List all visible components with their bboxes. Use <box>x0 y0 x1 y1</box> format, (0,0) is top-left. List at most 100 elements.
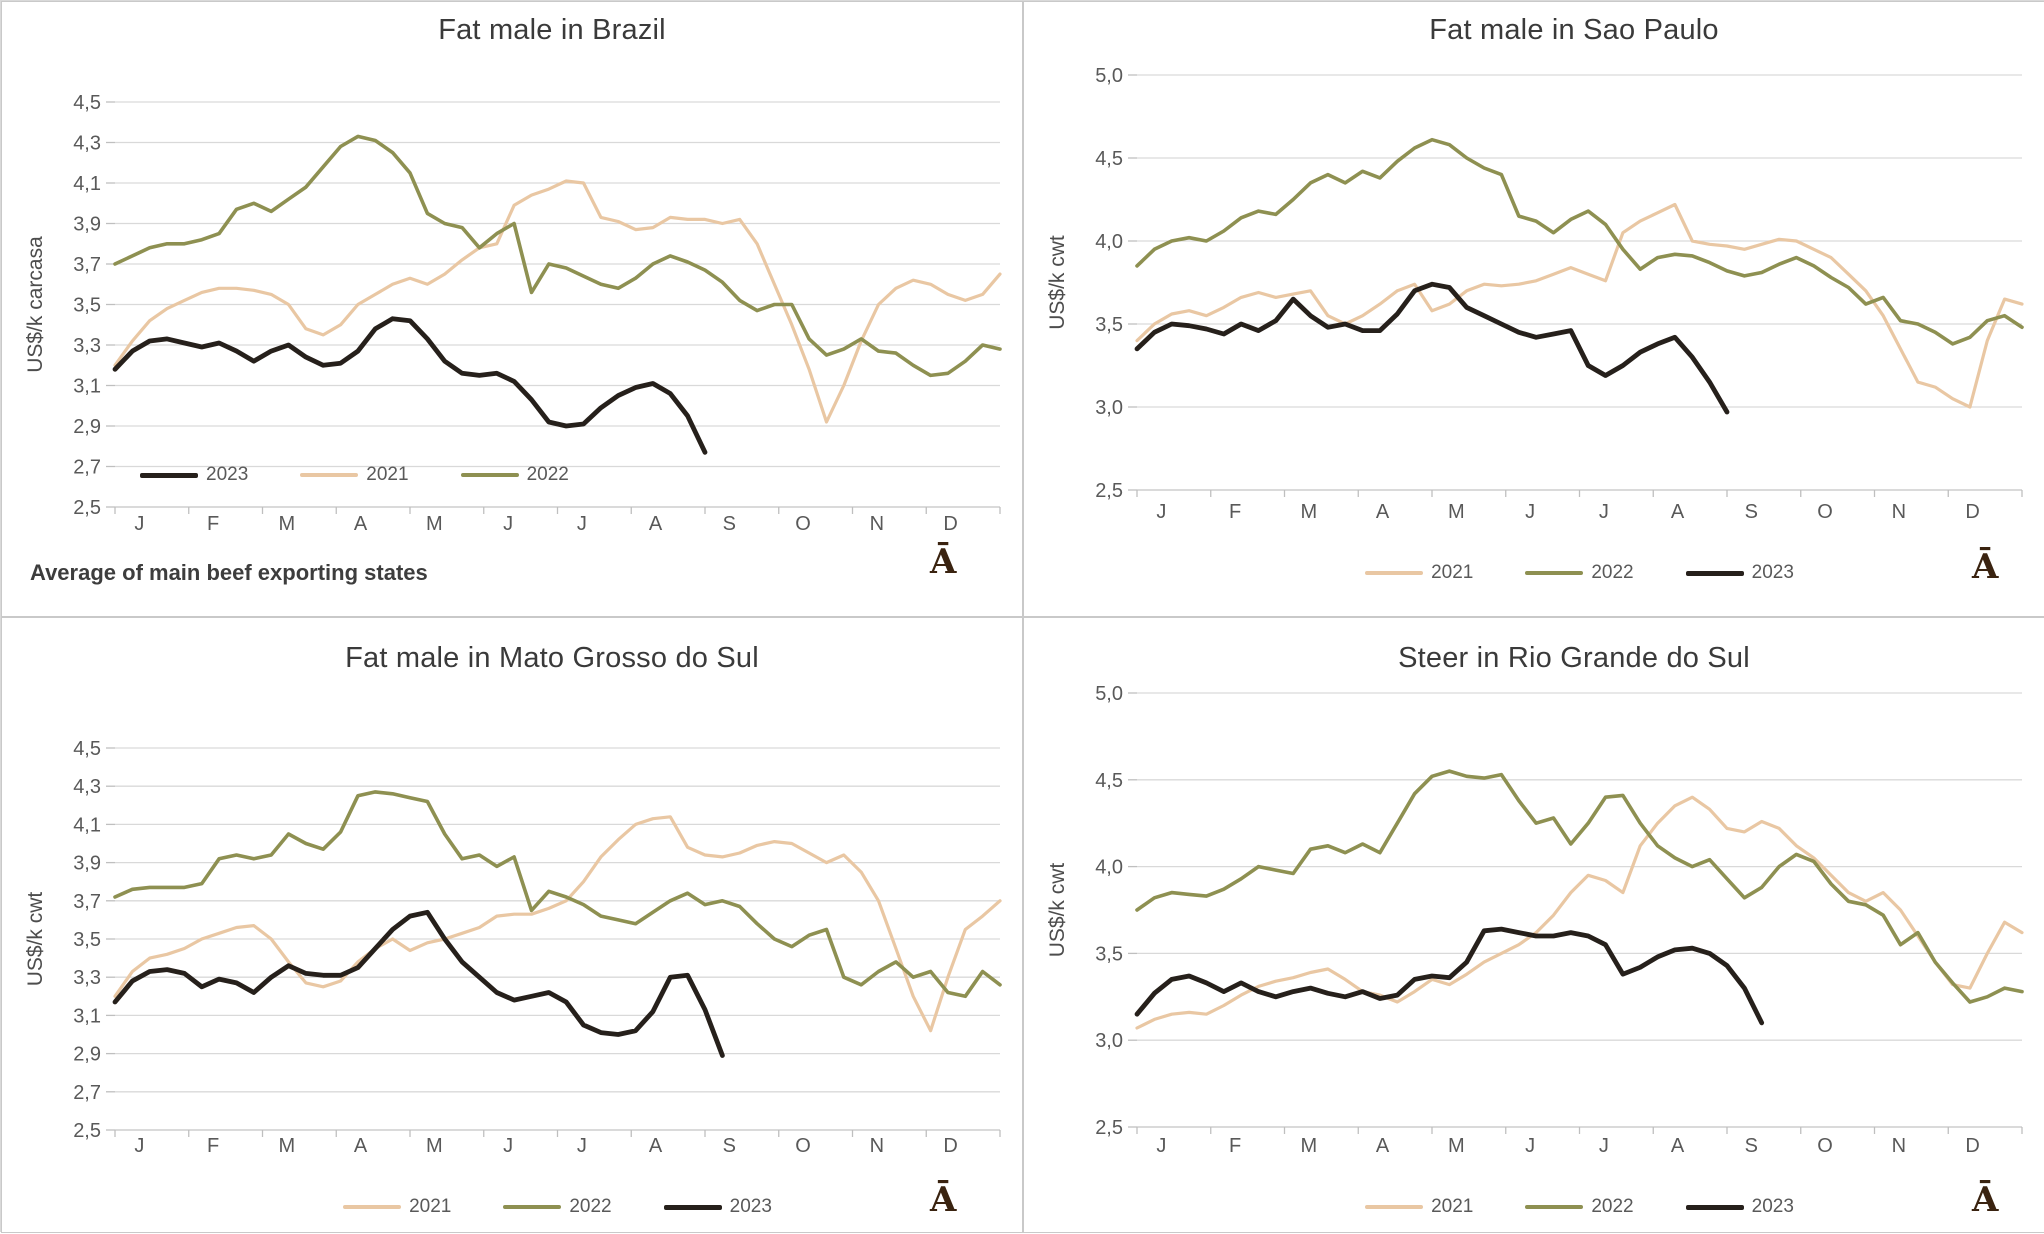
y-axis-label: US$/k cwt <box>24 892 47 987</box>
x-month-label: J <box>134 1135 144 1157</box>
legend-label: 2022 <box>569 1196 612 1217</box>
y-tick-label: 3,9 <box>73 853 101 875</box>
legend-item-2023: 2023 <box>140 464 248 486</box>
chart-title: Fat male in Mato Grosso do Sul <box>345 642 759 674</box>
x-month-label: M <box>279 1135 296 1157</box>
legend-label: 2023 <box>1751 562 1794 583</box>
x-month-label: J <box>1525 501 1535 523</box>
x-month-label: D <box>1965 501 1979 523</box>
x-month-label: M <box>426 513 443 535</box>
chart-canvas: 4,5 4,3 4,1 3,9 3,7 3,5 3,3 3,1 2,9 2,7 2,5 J F M A M J J… <box>24 92 1002 535</box>
legend-label: 2022 <box>526 464 569 485</box>
brand-watermark-icon: Ā <box>1972 1180 1999 1220</box>
legend-swatch-2021 <box>343 1205 402 1209</box>
y-tick-label: 4,5 <box>1095 148 1123 170</box>
y-axis-label: US$/k cwt <box>1046 863 1069 958</box>
y-tick-label: 3,1 <box>73 1005 101 1027</box>
x-month-label: A <box>649 513 663 535</box>
legend-item-2022: 2022 <box>503 1196 612 1218</box>
y-tick-label: 4,3 <box>73 776 101 798</box>
x-month-label: J <box>1599 501 1609 523</box>
y-tick-label: 3,7 <box>73 891 101 913</box>
chart-title: Fat male in Brazil <box>438 14 666 46</box>
y-tick-label: 3,3 <box>73 967 101 989</box>
x-month-label: J <box>1156 1135 1166 1157</box>
y-tick-label: 3,5 <box>73 295 101 317</box>
chart-legend: 2021 2022 2023 <box>1137 562 2022 584</box>
chart-canvas: 4,5 4,3 4,1 3,9 3,7 3,5 3,3 3,1 2,9 2,7 2,5 J F M A M J J… <box>24 738 1002 1157</box>
x-month-label: A <box>1376 1135 1390 1157</box>
legend-label: 2023 <box>1751 1196 1794 1217</box>
legend-label: 2021 <box>409 1196 452 1217</box>
chart-legend: 2023 2021 2022 <box>140 464 569 486</box>
series-line-2023 <box>1134 281 1730 415</box>
legend-swatch-2023 <box>140 472 198 478</box>
x-month-label: F <box>207 1135 219 1157</box>
legend-swatch-2021 <box>1365 1205 1424 1209</box>
series-line-2021 <box>113 179 1002 424</box>
x-month-label: M <box>426 1135 443 1157</box>
x-month-label: M <box>1448 1135 1465 1157</box>
legend-label: 2023 <box>729 1196 772 1217</box>
legend-swatch-2022 <box>503 1205 562 1209</box>
y-tick-label: 2,9 <box>73 1044 101 1066</box>
series-line-2023 <box>1134 926 1765 1026</box>
y-tick-label: 3,0 <box>1095 1030 1123 1052</box>
brand-watermark-icon: Ā <box>930 1180 957 1220</box>
y-tick-label: 3,7 <box>73 254 101 276</box>
x-month-label: S <box>723 513 736 535</box>
legend-item-2022: 2022 <box>1525 1196 1634 1218</box>
y-tick-label: 4,5 <box>1095 770 1123 792</box>
y-tick-label: 3,1 <box>73 376 101 398</box>
chart-legend: 2021 2022 2023 <box>115 1196 1000 1218</box>
x-month-label: M <box>1301 1135 1318 1157</box>
x-month-label: A <box>1376 501 1390 523</box>
x-month-label: J <box>577 513 587 535</box>
y-axis-label: US$/k carcasa <box>24 236 47 373</box>
x-month-label: A <box>1671 1135 1685 1157</box>
x-month-label: S <box>1745 1135 1758 1157</box>
x-month-label: O <box>795 513 811 535</box>
y-tick-label: 2,7 <box>73 457 101 479</box>
y-tick-label: 4,0 <box>1095 857 1123 879</box>
legend-label: 2022 <box>1591 1196 1634 1217</box>
x-month-label: F <box>1229 1135 1241 1157</box>
chart-steer-in-rio-grande-do-sul: Steer in Rio Grande do Sul 5,0 4,5 4,0 3,5 3,… <box>1023 617 2044 1233</box>
y-tick-label: 2,5 <box>1095 1117 1123 1139</box>
y-tick-label: 5,0 <box>1095 65 1123 87</box>
legend-item-2023: 2023 <box>1685 562 1794 584</box>
legend-swatch-2023 <box>1685 570 1744 576</box>
series-line-2021 <box>1135 202 2024 409</box>
x-month-label: M <box>1448 501 1465 523</box>
chart-fat-male-in-brazil: Fat male in Brazil 4,5 4,3 4,1 3,9 3,7 3,5 3,3 3… <box>1 1 1023 617</box>
y-tick-label: 4,3 <box>73 133 101 155</box>
x-month-label: J <box>1525 1135 1535 1157</box>
x-month-label: N <box>1892 1135 1906 1157</box>
x-month-label: O <box>1817 501 1833 523</box>
series-line-2022 <box>113 134 1002 378</box>
brand-watermark-icon: Ā <box>930 542 957 582</box>
x-month-label: A <box>649 1135 663 1157</box>
y-tick-label: 2,5 <box>73 497 101 519</box>
legend-swatch-2022 <box>460 473 519 477</box>
legend-label: 2021 <box>1431 1196 1474 1217</box>
series-line-2022 <box>113 790 1002 999</box>
legend-item-2021: 2021 <box>1365 562 1473 584</box>
y-tick-label: 3,3 <box>73 335 101 357</box>
legend-item-2021: 2021 <box>1365 1196 1473 1218</box>
series-line-2022 <box>1135 769 2024 1004</box>
y-tick-label: 3,9 <box>73 214 101 236</box>
x-month-label: N <box>870 1135 884 1157</box>
legend-item-2022: 2022 <box>460 464 569 486</box>
series-line-2022 <box>1135 137 2024 346</box>
y-axis-label: US$/k cwt <box>1046 235 1069 330</box>
x-month-label: J <box>1599 1135 1609 1157</box>
x-month-label: F <box>1229 501 1241 523</box>
chart-fat-male-in-sao-paulo: Fat male in Sao Paulo 5,0 4,5 4,0 3,5 3,0 2,5 J… <box>1023 1 2044 617</box>
series-line-2021 <box>1135 795 2024 1030</box>
y-tick-label: 3,5 <box>1095 943 1123 965</box>
x-month-label: O <box>1817 1135 1833 1157</box>
chart-canvas: 5,0 4,5 4,0 3,5 3,0 2,5 J F M A M J J A S O N D US$/k cwt <box>1046 683 2024 1157</box>
y-tick-label: 2,5 <box>1095 480 1123 502</box>
